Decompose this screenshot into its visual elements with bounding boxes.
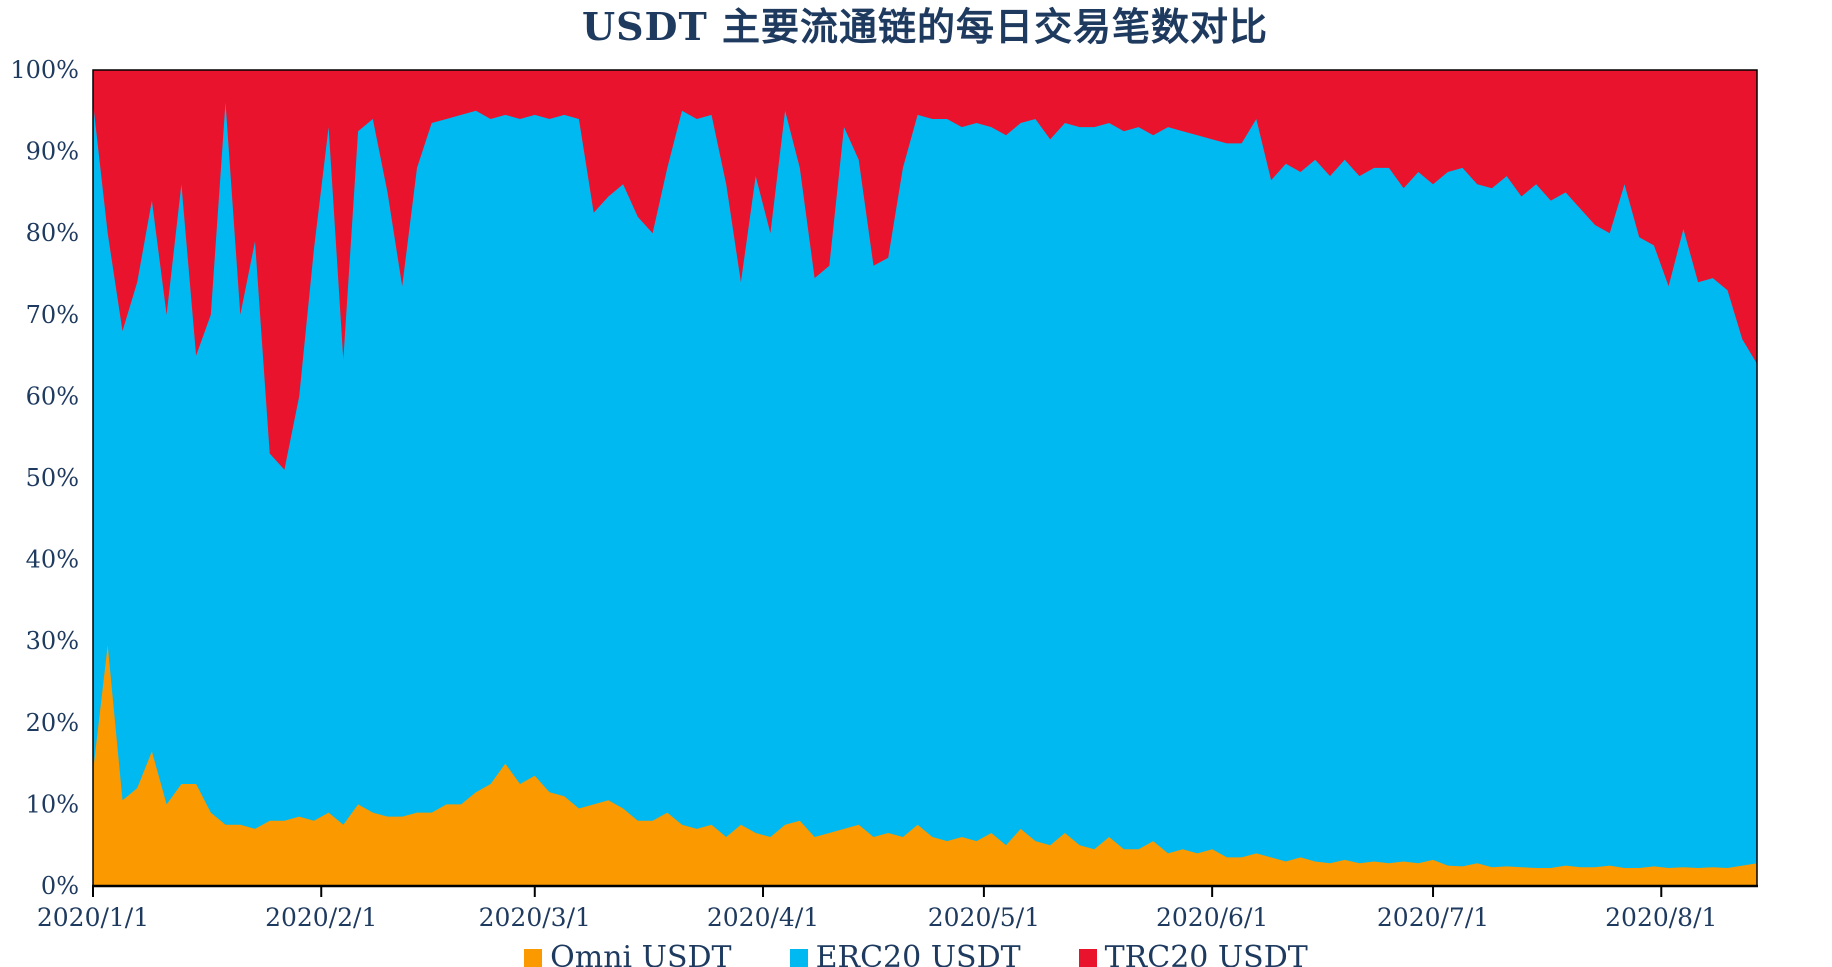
legend-item-omni: Omni USDT (524, 940, 732, 967)
y-tick-label: 0% (41, 872, 79, 900)
y-tick-label: 90% (26, 138, 79, 166)
legend-label-omni: Omni USDT (550, 940, 732, 967)
y-tick-label: 10% (26, 790, 79, 818)
legend-label-trc20: TRC20 USDT (1104, 940, 1308, 967)
x-tick-label: 2020/7/1 (1377, 903, 1489, 932)
y-tick-label: 40% (26, 546, 79, 574)
x-tick-label: 2020/4/1 (707, 903, 819, 932)
y-tick-label: 50% (26, 464, 79, 492)
y-tick-label: 80% (26, 219, 79, 247)
y-tick-label: 30% (26, 627, 79, 655)
y-tick-label: 70% (26, 301, 79, 329)
erc20-area (93, 102, 1757, 887)
y-tick-label: 100% (10, 56, 79, 84)
x-tick-label: 2020/1/1 (37, 903, 149, 932)
legend-item-erc20: ERC20 USDT (789, 940, 1021, 967)
x-tick-label: 2020/2/1 (265, 903, 377, 932)
trc20-swatch-icon (1078, 949, 1097, 967)
x-tick-label: 2020/6/1 (1156, 903, 1268, 932)
legend-label-erc20: ERC20 USDT (815, 940, 1021, 967)
legend-item-trc20: TRC20 USDT (1078, 940, 1308, 967)
y-tick-label: 20% (26, 709, 79, 737)
omni-swatch-icon (524, 949, 543, 967)
erc20-swatch-icon (789, 949, 808, 967)
x-tick-label: 2020/8/1 (1605, 903, 1717, 932)
omni-area (93, 645, 1757, 886)
y-tick-label: 60% (26, 382, 79, 410)
chart-title: USDT 主要流通链的每日交易笔数对比 (581, 4, 1269, 49)
x-tick-label: 2020/5/1 (928, 903, 1040, 932)
legend: Omni USDT ERC20 USDT TRC20 USDT (0, 940, 1832, 967)
x-tick-label: 2020/3/1 (479, 903, 591, 932)
